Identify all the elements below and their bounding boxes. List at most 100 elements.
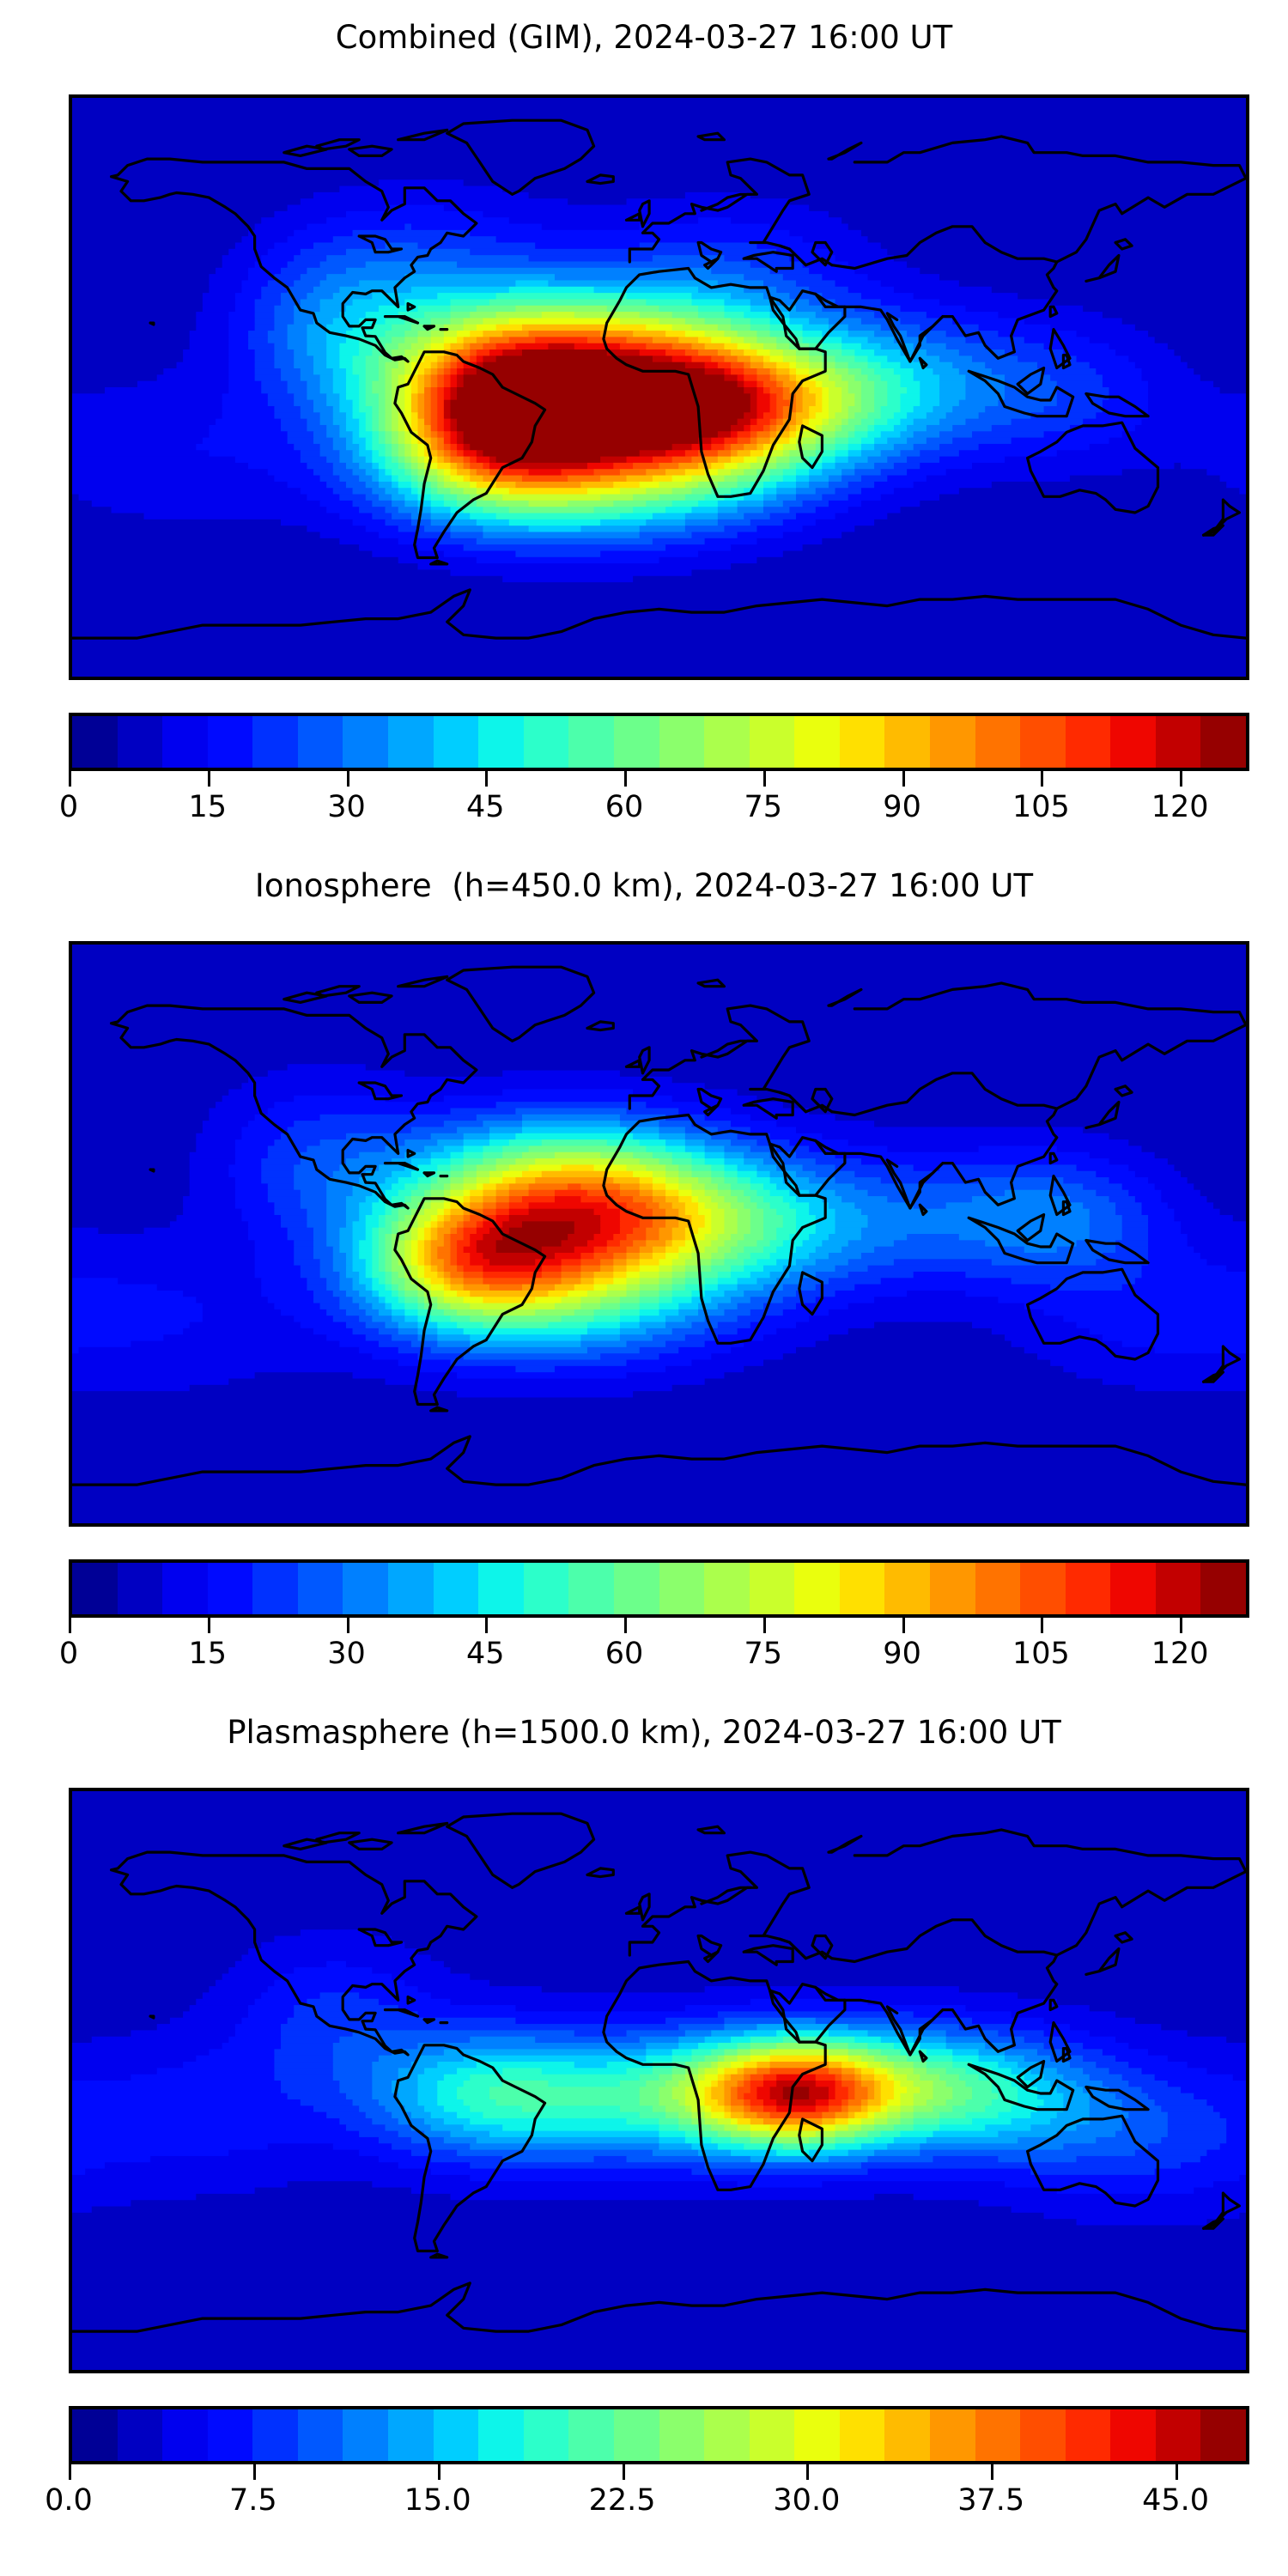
colorbar-band-2 (162, 716, 208, 768)
colorbar-band-8 (433, 1563, 479, 1614)
tick-mark (902, 1618, 905, 1633)
colorbar-band-21 (1020, 2409, 1066, 2461)
tick-mark (622, 2464, 625, 2480)
tick-mark (346, 1618, 349, 1633)
tick-mark (437, 2464, 440, 2480)
panel-title-ionosphere: Ionosphere (h=450.0 km), 2024-03-27 16:0… (254, 867, 1034, 904)
colorbar-band-0 (72, 716, 118, 768)
colorbar-band-23 (1110, 716, 1156, 768)
colorbar-band-24 (1155, 716, 1201, 768)
tick-mark (346, 771, 349, 787)
colorbar-ionosphere (69, 1559, 1249, 1618)
colorbar-band-6 (343, 2409, 389, 2461)
colorbar-band-0 (72, 1563, 118, 1614)
colorbar-band-14 (704, 716, 750, 768)
colorbar-ticklabels-combined: 0 15 30 45 60 75 90 105 120 (0, 790, 1288, 833)
colorbar-band-22 (1065, 2409, 1111, 2461)
colorbar-ticklabels-plasmasphere: 0.0 7.5 15.0 22.5 30.0 37.5 45.0 (0, 2483, 1288, 2526)
tick-mark (762, 1618, 766, 1633)
colorbar-band-6 (343, 716, 389, 768)
tick-label: 90 (883, 1637, 921, 1671)
colorbar-band-19 (929, 2409, 975, 2461)
tick-label: 60 (605, 790, 644, 824)
colorbar-band-9 (478, 1563, 524, 1614)
tick-mark (69, 1618, 71, 1633)
colorbar-band-3 (207, 1563, 253, 1614)
colorbar-band-17 (839, 1563, 885, 1614)
colorbar-band-7 (388, 1563, 434, 1614)
tick-label: 90 (883, 790, 921, 824)
colorbar-band-22 (1065, 1563, 1111, 1614)
colorbar-band-0 (72, 2409, 118, 2461)
colorbar-ticklabels-ionosphere: 0 15 30 45 60 75 90 105 120 (0, 1637, 1288, 1680)
colorbar-band-1 (117, 716, 163, 768)
colorbar-band-2 (162, 2409, 208, 2461)
colorbar-band-24 (1155, 2409, 1201, 2461)
colorbar-band-16 (794, 716, 840, 768)
tick-label: 37.5 (957, 2483, 1025, 2518)
colorbar-band-20 (975, 1563, 1021, 1614)
tick-mark (1176, 2464, 1179, 2480)
tick-mark (1180, 771, 1183, 787)
tick-label: 22.5 (588, 2483, 656, 2518)
colorbar-band-9 (478, 716, 524, 768)
colorbar-band-18 (884, 716, 930, 768)
colorbar-band-3 (207, 716, 253, 768)
colorbar-band-19 (929, 1563, 975, 1614)
colorbar-band-18 (884, 2409, 930, 2461)
colorbar-band-7 (388, 2409, 434, 2461)
map-combined (69, 94, 1249, 680)
colorbar-band-12 (613, 716, 659, 768)
tick-label: 15.0 (404, 2483, 471, 2518)
tick-mark (207, 771, 210, 787)
tick-mark (485, 1618, 489, 1633)
colorbar-band-1 (117, 1563, 163, 1614)
colorbar-band-15 (749, 2409, 795, 2461)
colorbar-band-3 (207, 2409, 253, 2461)
colorbar-band-22 (1065, 716, 1111, 768)
colorbar-band-11 (568, 2409, 614, 2461)
tick-mark (485, 771, 489, 787)
colorbar-band-5 (297, 1563, 343, 1614)
tick-label: 0 (58, 790, 79, 824)
colorbar-band-17 (839, 2409, 885, 2461)
colorbar-band-6 (343, 1563, 389, 1614)
tick-label: 30 (327, 1637, 366, 1671)
colorbar-combined (69, 713, 1249, 771)
tick-mark (624, 1618, 628, 1633)
colorbar-band-10 (523, 716, 569, 768)
colorbar-band-18 (884, 1563, 930, 1614)
colorbar-band-14 (704, 2409, 750, 2461)
tick-label: 120 (1151, 790, 1209, 824)
colorbar-band-23 (1110, 2409, 1156, 2461)
colorbar-band-8 (433, 2409, 479, 2461)
colorbar-band-14 (704, 1563, 750, 1614)
tick-label: 7.5 (229, 2483, 277, 2518)
colorbar-band-16 (794, 2409, 840, 2461)
colorbar-band-11 (568, 716, 614, 768)
tick-label: 45 (466, 1637, 505, 1671)
tick-label: 15 (188, 790, 228, 824)
colorbar-band-17 (839, 716, 885, 768)
map-ionosphere (69, 941, 1249, 1527)
colorbar-band-11 (568, 1563, 614, 1614)
colorbar-band-4 (252, 716, 298, 768)
tick-mark (1041, 771, 1044, 787)
tick-mark (806, 2464, 810, 2480)
tick-label: 75 (744, 1637, 783, 1671)
colorbar-band-19 (929, 716, 975, 768)
colorbar-band-16 (794, 1563, 840, 1614)
tick-mark (991, 2464, 994, 2480)
tick-mark (207, 1618, 210, 1633)
tick-mark (69, 771, 71, 787)
colorbar-band-13 (659, 1563, 705, 1614)
tick-label: 15 (188, 1637, 228, 1671)
tick-label: 45 (466, 790, 505, 824)
colorbar-band-25 (1200, 716, 1246, 768)
tick-label: 105 (1012, 1637, 1070, 1671)
colorbar-band-12 (613, 1563, 659, 1614)
tick-label: 0 (58, 1637, 79, 1671)
colorbar-band-15 (749, 716, 795, 768)
colorbar-ticks-combined (69, 771, 1249, 787)
